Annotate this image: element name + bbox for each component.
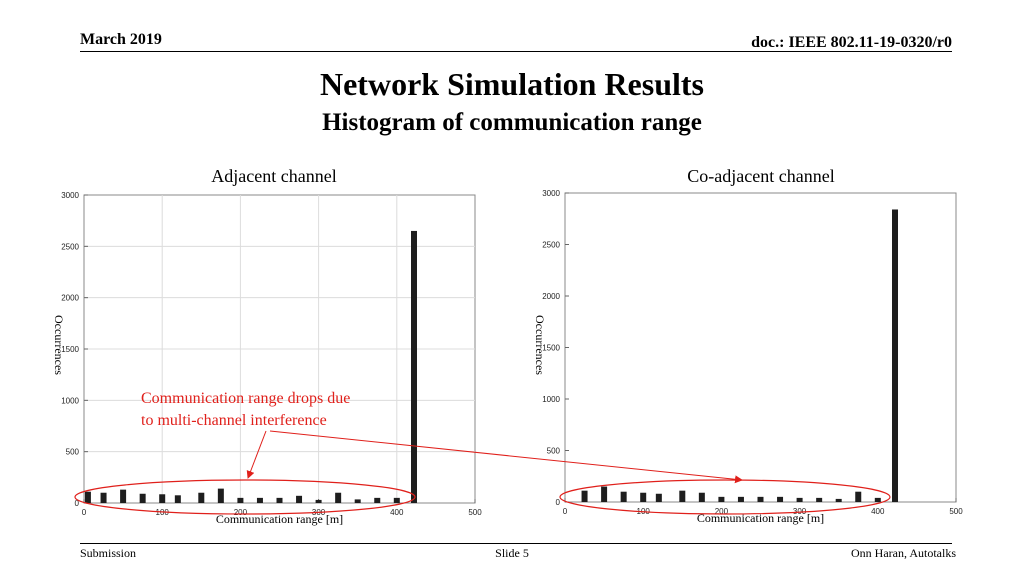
- x-tick-label: 500: [949, 507, 963, 516]
- y-tick-label: 1500: [61, 345, 79, 354]
- histogram-bar: [777, 496, 784, 502]
- histogram-bar: [874, 497, 881, 502]
- histogram-bar: [796, 497, 803, 502]
- y-tick-label: 2500: [61, 242, 79, 251]
- histogram-bar: [296, 495, 303, 503]
- x-tick-label: 0: [82, 508, 87, 517]
- histogram-bar: [757, 496, 764, 502]
- y-axis-label: Occurrences: [52, 315, 66, 375]
- x-tick-label: 300: [793, 507, 807, 516]
- histogram-bar: [655, 493, 662, 502]
- histogram-bar: [816, 497, 823, 502]
- histogram-bar: [120, 489, 127, 503]
- histogram-bar: [737, 496, 744, 502]
- annotation-arrow-left: [246, 430, 267, 479]
- y-tick-label: 500: [547, 447, 561, 456]
- histogram-bar: [679, 490, 686, 502]
- histogram-bar: [835, 498, 842, 502]
- histogram-bar: [159, 494, 166, 503]
- y-tick-label: 2000: [542, 292, 560, 301]
- y-tick-label: 2500: [542, 241, 560, 250]
- highlight-ellipse-adjacent: [74, 479, 416, 515]
- interference-annotation: Communication range drops due to multi-c…: [141, 388, 350, 432]
- annotation-line-2: to multi-channel interference: [141, 412, 327, 429]
- histogram-bar: [174, 495, 181, 503]
- y-tick-label: 1500: [542, 344, 560, 353]
- highlight-ellipse-co-adjacent: [559, 479, 891, 515]
- y-tick-label: 0: [75, 499, 80, 508]
- x-tick-label: 200: [234, 508, 248, 517]
- y-tick-label: 0: [556, 498, 561, 507]
- y-tick-label: 500: [66, 448, 80, 457]
- slide-title: Network Simulation Results: [319, 66, 704, 102]
- histogram-bar: [718, 496, 725, 502]
- slide-subtitle: Histogram of communication range: [322, 109, 702, 136]
- annotation-arrow-right: [269, 430, 743, 484]
- histogram-bar: [139, 493, 146, 503]
- histogram-bar: [892, 209, 899, 503]
- x-tick-label: 0: [563, 507, 568, 516]
- histogram-bar: [581, 490, 588, 502]
- histogram-bar: [411, 230, 418, 503]
- header-date: March 2019: [80, 31, 162, 48]
- y-tick-label: 1000: [542, 395, 560, 404]
- footer-slide-number: Slide 5: [495, 546, 529, 560]
- y-tick-label: 1000: [61, 396, 79, 405]
- y-tick-label: 2000: [61, 294, 79, 303]
- chart-title-adjacent: Adjacent channel: [211, 166, 337, 186]
- footer-author: Onn Haran, Autotalks: [851, 546, 956, 560]
- histogram-bar: [640, 492, 647, 502]
- histogram-bar: [855, 491, 862, 502]
- histogram-bar: [84, 491, 91, 503]
- histogram-bar: [335, 492, 342, 503]
- histogram-bar: [354, 499, 361, 503]
- histogram-bar: [393, 497, 400, 503]
- histogram-bar: [374, 497, 381, 503]
- x-tick-label: 200: [715, 507, 729, 516]
- histogram-bar: [601, 486, 608, 502]
- histogram-bar: [276, 497, 283, 503]
- histogram-bar: [100, 492, 107, 503]
- histogram-bar: [256, 497, 263, 503]
- header-rule: [80, 51, 952, 52]
- annotation-line-1: Communication range drops due: [141, 390, 351, 407]
- x-tick-label: 400: [871, 507, 885, 516]
- x-tick-label: 500: [468, 508, 482, 517]
- histogram-bar: [237, 497, 244, 503]
- footer-submission: Submission: [80, 546, 137, 560]
- y-tick-label: 3000: [61, 191, 79, 200]
- x-axis-label: Communication range [m]: [216, 512, 343, 526]
- x-tick-label: 400: [390, 508, 404, 517]
- histogram-bar: [698, 492, 705, 502]
- y-tick-label: 3000: [542, 189, 560, 198]
- footer-rule: [80, 543, 952, 544]
- histogram-bar: [620, 491, 627, 502]
- chart-title-co-adjacent: Co-adjacent channel: [687, 166, 835, 186]
- histogram-bar: [217, 488, 224, 503]
- y-axis-label: Occurrences: [533, 315, 547, 375]
- histogram-bar: [198, 492, 205, 503]
- histogram-bar: [315, 499, 322, 503]
- header-doc-id: doc.: IEEE 802.11-19-0320/r0: [751, 34, 952, 51]
